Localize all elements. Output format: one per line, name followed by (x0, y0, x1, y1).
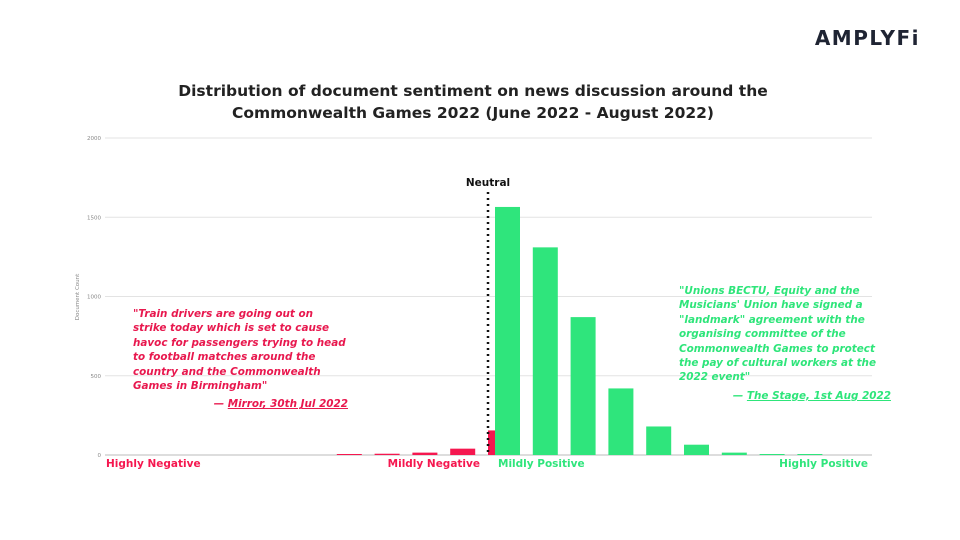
positive-quote: "Unions BECTU, Equity and the Musicians'… (679, 284, 891, 403)
positive-quote-text: "Unions BECTU, Equity and the Musicians'… (679, 285, 877, 384)
positive-quote-source-prefix: — (732, 389, 747, 402)
positive-bar-4 (646, 426, 672, 455)
negative-quote-source: — Mirror, 30th Jul 2022 (133, 397, 348, 411)
positive-bar-8 (797, 454, 823, 455)
y-tick-label-2000: 2000 (87, 136, 101, 142)
chart-title-line-2: Commonwealth Games 2022 (June 2022 - Aug… (231, 104, 715, 122)
negative-quote-source-prefix: — (213, 398, 228, 411)
positive-quote-source-link[interactable]: The Stage, 1st Aug 2022 (746, 389, 891, 402)
brand-logo: AMPLYFi (814, 26, 920, 50)
label-highly-positive: Highly Positive (779, 458, 868, 470)
positive-bar-7 (759, 454, 785, 455)
negative-bar-6 (336, 454, 362, 455)
chart-title-line-1: Distribution of document sentiment on ne… (178, 82, 768, 100)
label-highly-negative: Highly Negative (106, 458, 201, 470)
negative-quote: "Train drivers are going out on strike t… (133, 307, 348, 412)
y-tick-label-500: 500 (91, 374, 102, 380)
y-tick-label-0: 0 (98, 453, 102, 459)
positive-bar-0 (495, 206, 520, 455)
negative-quote-text: "Train drivers are going out on strike t… (133, 308, 346, 393)
label-mildly-positive: Mildly Positive (498, 458, 585, 470)
y-tick-label-1000: 1000 (87, 295, 101, 301)
negative-bar-9 (450, 448, 476, 455)
positive-bar-6 (721, 452, 747, 455)
label-mildly-negative: Mildly Negative (388, 458, 480, 470)
positive-quote-source: — The Stage, 1st Aug 2022 (679, 389, 891, 403)
negative-bar-7 (374, 453, 400, 455)
positive-bar-2 (570, 317, 596, 455)
neutral-label: Neutral (466, 177, 510, 189)
positive-bar-1 (532, 247, 558, 455)
y-tick-label-1500: 1500 (87, 215, 101, 221)
chart-title: Distribution of document sentiment on ne… (0, 80, 946, 124)
positive-bar-3 (608, 388, 634, 455)
negative-bar-8 (412, 452, 438, 455)
y-axis-label: Document Count (75, 273, 81, 320)
negative-quote-source-link[interactable]: Mirror, 30th Jul 2022 (227, 398, 348, 411)
positive-bar-5 (684, 444, 709, 455)
